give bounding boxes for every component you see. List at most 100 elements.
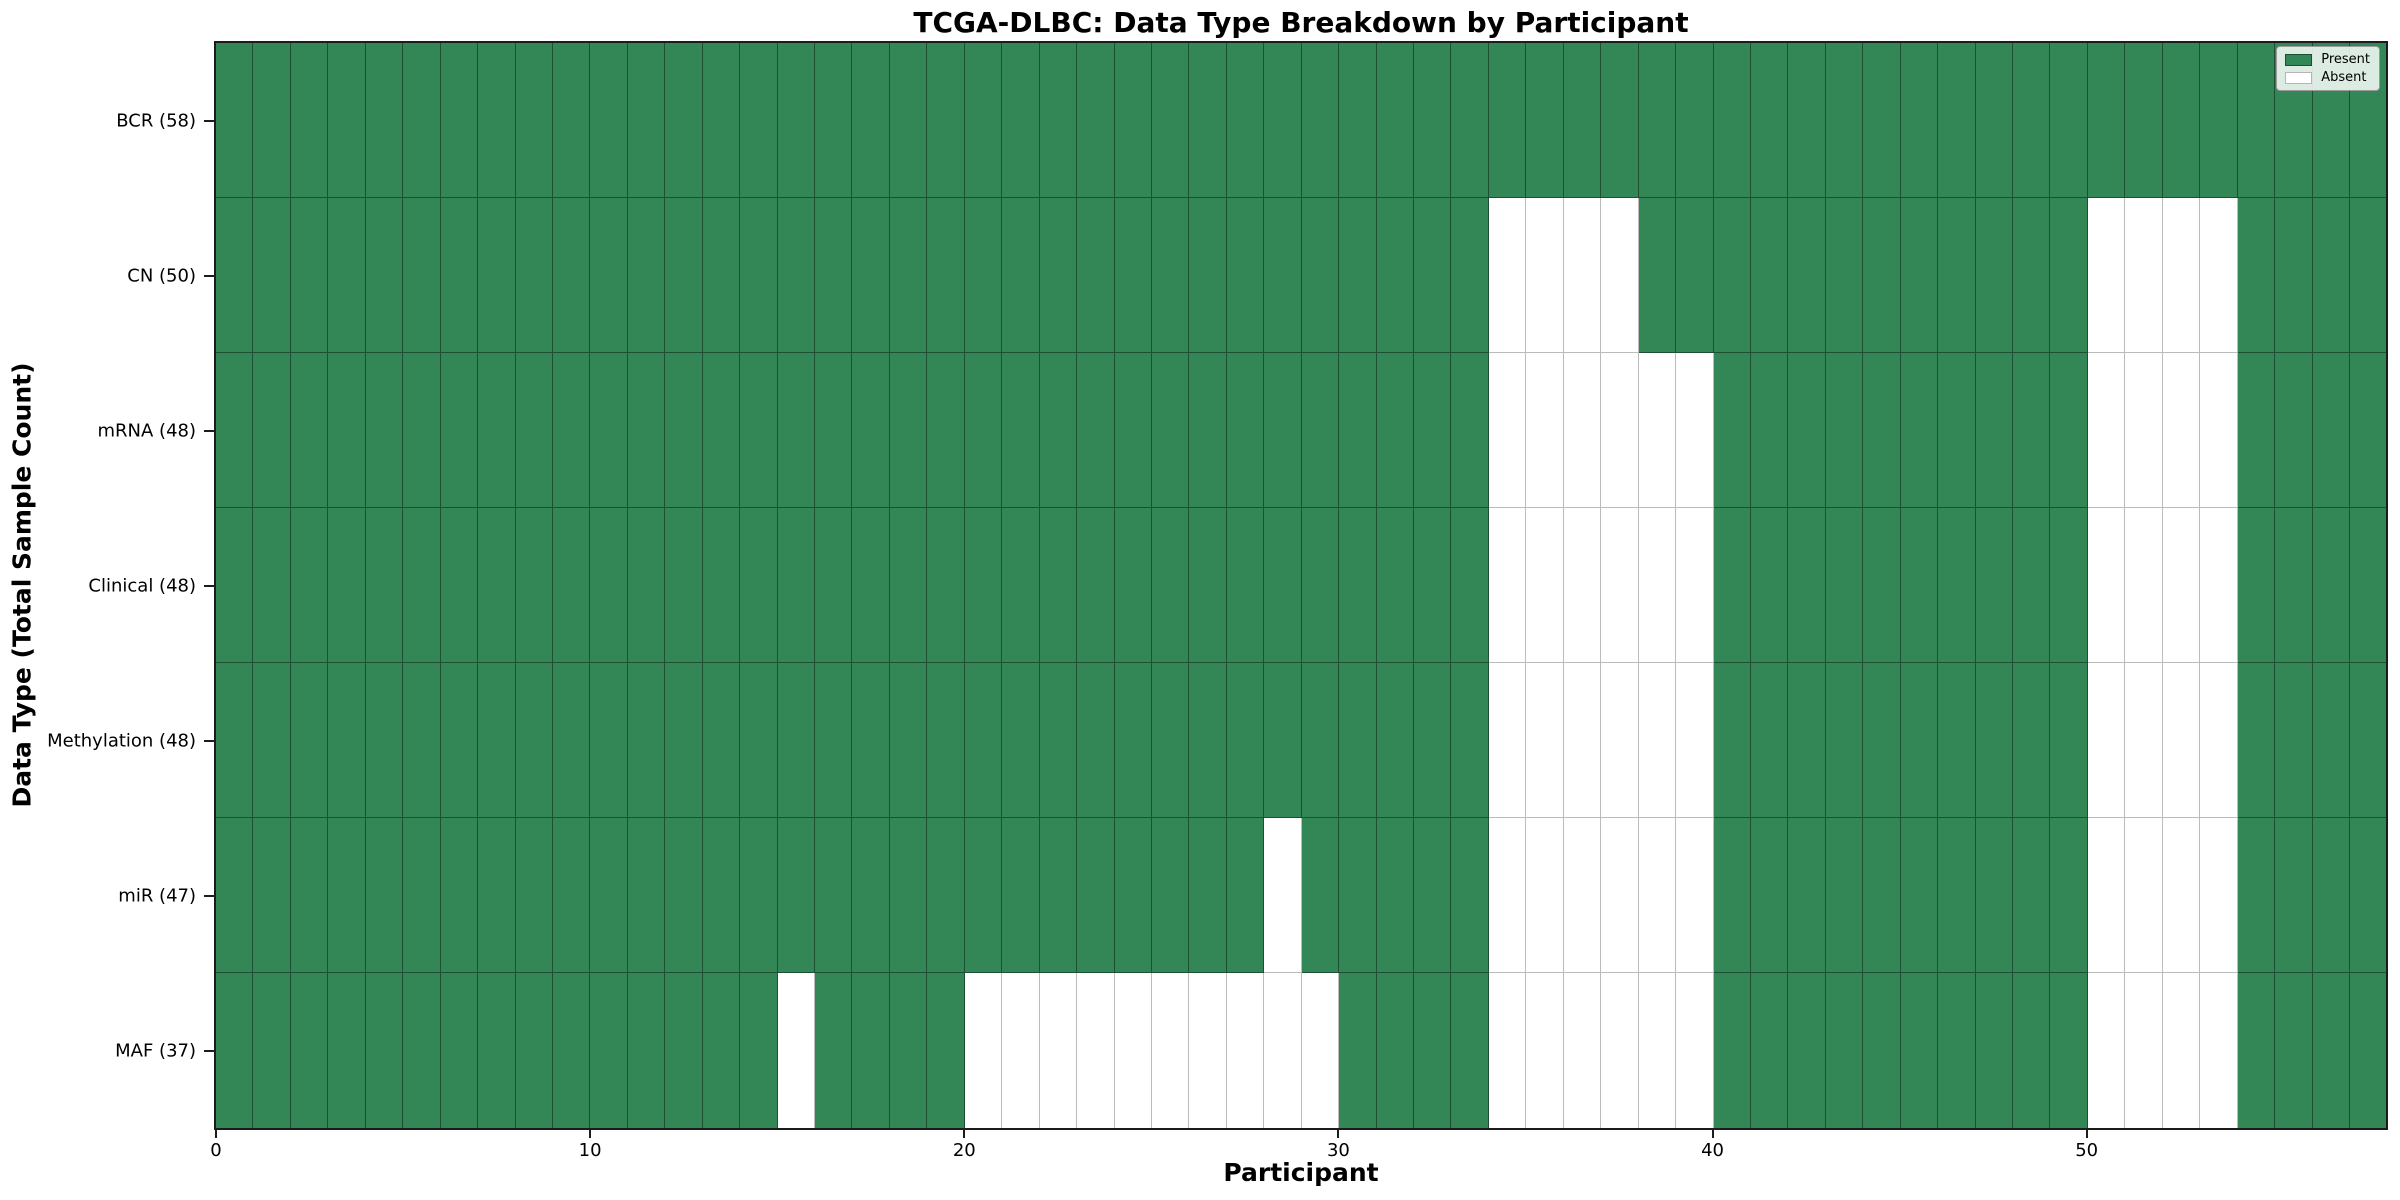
heatmap-cell-present: [1638, 198, 1677, 353]
heatmap-cell-absent: [1526, 198, 1564, 353]
heatmap-cell-absent: [2200, 973, 2238, 1128]
heatmap-cell-present: [1451, 353, 1489, 508]
y-tick-label: mRNA (48): [97, 420, 197, 441]
heatmap-cell-present: [927, 973, 965, 1128]
y-tick-label: Methylation (48): [47, 730, 196, 751]
heatmap-cell-present: [440, 198, 479, 353]
heatmap-cell-present: [403, 353, 441, 508]
heatmap-cell-present: [2312, 973, 2350, 1128]
heatmap-cell-present: [1975, 973, 2013, 1128]
heatmap-cell-present: [1339, 43, 1377, 198]
y-tick-mark: [204, 429, 214, 432]
heatmap-cell-present: [253, 818, 291, 973]
heatmap-cell-present: [2349, 973, 2387, 1128]
heatmap-cell-present: [1376, 818, 1414, 973]
heatmap-cell-present: [1226, 198, 1265, 353]
heatmap-cell-absent: [2125, 508, 2163, 663]
y-tick-label: BCR (58): [116, 110, 196, 131]
heatmap-cell-present: [1414, 508, 1452, 663]
heatmap-cell-present: [2275, 353, 2313, 508]
heatmap-cell-present: [2312, 353, 2350, 508]
heatmap-cell-present: [552, 198, 591, 353]
heatmap-cell-present: [478, 43, 516, 198]
heatmap-cell-absent: [1563, 198, 1602, 353]
heatmap-cell-present: [1750, 198, 1789, 353]
heatmap-cell-present: [2237, 198, 2276, 353]
heatmap-cell-present: [590, 818, 628, 973]
heatmap-cell-absent: [1601, 663, 1639, 818]
heatmap-cell-absent: [1676, 508, 1714, 663]
heatmap-cell-present: [1301, 353, 1340, 508]
heatmap-cell-present: [1077, 818, 1115, 973]
heatmap-cell-present: [253, 353, 291, 508]
heatmap-cell-absent: [2162, 663, 2201, 818]
heatmap-cell-present: [1077, 663, 1115, 818]
heatmap-cell-present: [2087, 43, 2126, 198]
heatmap-cell-present: [253, 973, 291, 1128]
heatmap-cell-present: [440, 508, 479, 663]
heatmap-cell-present: [1488, 43, 1527, 198]
heatmap-cell-present: [440, 353, 479, 508]
heatmap-cell-present: [2237, 43, 2276, 198]
heatmap-cell-present: [1788, 43, 1826, 198]
heatmap-cell-present: [1114, 353, 1152, 508]
heatmap-cell-present: [1376, 663, 1414, 818]
heatmap-cell-present: [2237, 818, 2276, 973]
heatmap-cell-present: [815, 198, 853, 353]
heatmap-cell-present: [2013, 663, 2051, 818]
heatmap-cell-absent: [2200, 353, 2238, 508]
legend-label: Absent: [2321, 70, 2367, 85]
heatmap-cell-present: [1301, 818, 1340, 973]
heatmap-cell-present: [1414, 663, 1452, 818]
heatmap-cell-present: [1264, 663, 1302, 818]
heatmap-cell-absent: [1563, 973, 1602, 1128]
heatmap-cell-present: [1825, 198, 1864, 353]
x-tick-mark: [1711, 1128, 1714, 1138]
heatmap-cell-present: [253, 43, 291, 198]
heatmap-cell-present: [1900, 973, 1939, 1128]
heatmap-cell-present: [815, 818, 853, 973]
heatmap-cell-present: [740, 973, 778, 1128]
heatmap-cell-present: [440, 818, 479, 973]
heatmap-cell-absent: [2087, 818, 2126, 973]
heatmap-cell-present: [515, 508, 553, 663]
heatmap-cell-present: [552, 663, 591, 818]
heatmap-cell-present: [1002, 43, 1040, 198]
heatmap-cell-present: [1788, 973, 1826, 1128]
heatmap-cell-absent: [2162, 353, 2201, 508]
heatmap-cell-absent: [1526, 663, 1564, 818]
heatmap-cell-present: [478, 818, 516, 973]
x-tick-mark: [589, 1128, 592, 1138]
heatmap-cell-present: [1975, 508, 2013, 663]
heatmap-cell-present: [403, 973, 441, 1128]
heatmap-cell-present: [927, 663, 965, 818]
heatmap-cell-present: [2312, 663, 2350, 818]
heatmap-cell-present: [777, 43, 815, 198]
heatmap-cell-present: [328, 663, 366, 818]
x-axis-label: Participant: [1223, 1158, 1379, 1187]
heatmap-cell-present: [665, 508, 703, 663]
heatmap-cell-absent: [1638, 818, 1677, 973]
heatmap-cell-absent: [1488, 508, 1527, 663]
heatmap-cell-present: [1863, 663, 1901, 818]
heatmap-cell-absent: [1601, 353, 1639, 508]
heatmap-cell-present: [815, 973, 853, 1128]
heatmap-cell-present: [1825, 663, 1864, 818]
heatmap-cell-present: [1750, 973, 1789, 1128]
heatmap-cell-present: [1825, 973, 1864, 1128]
heatmap-cell-present: [1339, 353, 1377, 508]
heatmap-cell-present: [1339, 508, 1377, 663]
heatmap-cell-absent: [1563, 353, 1602, 508]
heatmap-cell-present: [1264, 43, 1302, 198]
heatmap-cell-present: [1339, 198, 1377, 353]
x-tick-label: 20: [952, 1140, 976, 1161]
heatmap-cell-present: [328, 198, 366, 353]
heatmap-cell-present: [1339, 663, 1377, 818]
heatmap-cell-present: [2050, 43, 2088, 198]
heatmap-cell-present: [2275, 663, 2313, 818]
heatmap-cell-absent: [1488, 353, 1527, 508]
heatmap-cell-present: [2162, 43, 2201, 198]
heatmap-cell-present: [1451, 508, 1489, 663]
heatmap-cell-absent: [1638, 508, 1677, 663]
heatmap-cell-present: [552, 508, 591, 663]
